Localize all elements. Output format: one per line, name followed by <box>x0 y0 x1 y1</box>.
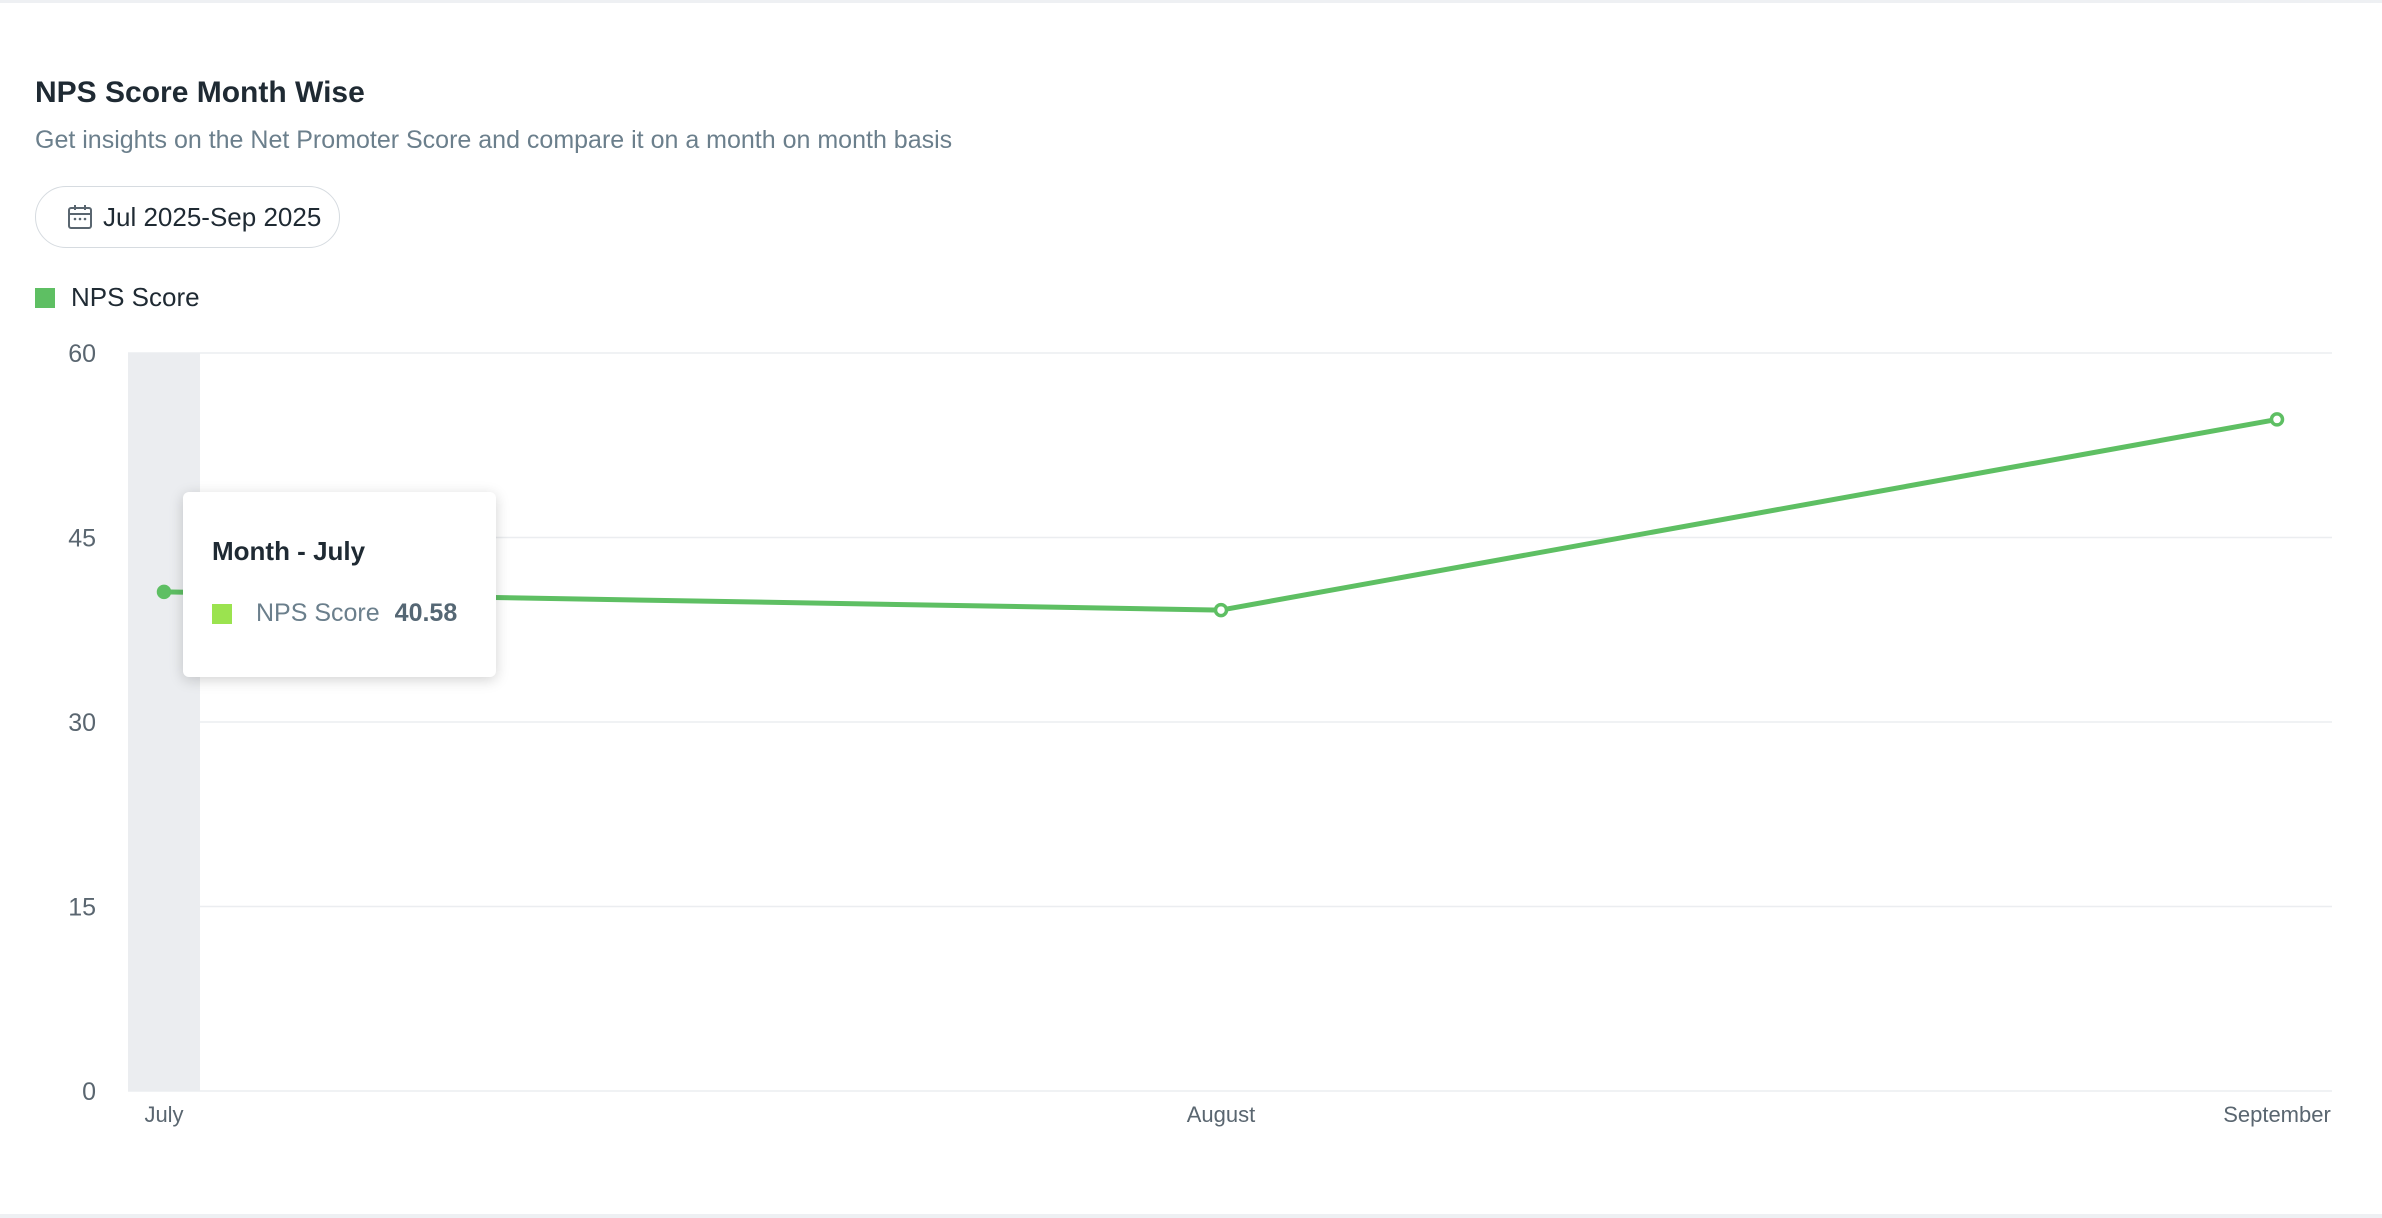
x-tick-label: August <box>1187 1102 1256 1127</box>
y-tick-label: 60 <box>68 340 96 368</box>
chart-tooltip: Month - July NPS Score 40.58 <box>183 492 496 677</box>
chart-subtitle: Get insights on the Net Promoter Score a… <box>35 126 953 154</box>
y-tick-label: 45 <box>68 525 96 553</box>
data-point-september <box>2269 412 2285 427</box>
y-tick-label: 30 <box>68 709 96 737</box>
chart-title: NPS Score Month Wise <box>35 76 365 109</box>
legend-item-nps-score[interactable]: NPS Score <box>35 282 200 313</box>
tooltip-row: NPS Score 40.58 <box>212 599 496 628</box>
tooltip-series-name: NPS Score <box>256 599 380 627</box>
legend-swatch <box>35 287 55 308</box>
x-tick-label: September <box>2223 1102 2331 1127</box>
legend-label: NPS Score <box>71 282 200 312</box>
x-tick-label: July <box>144 1102 183 1127</box>
calendar-icon <box>68 205 92 229</box>
data-point-august <box>1213 602 1229 618</box>
y-tick-label: 0 <box>82 1078 96 1106</box>
date-range-label: Jul 2025-Sep 2025 <box>103 201 322 232</box>
top-border <box>0 0 2382 3</box>
tooltip-title: Month - July <box>212 536 366 566</box>
data-point-july <box>156 584 172 600</box>
bottom-border <box>0 1214 2382 1218</box>
y-tick-label: 15 <box>68 894 96 922</box>
date-range-picker[interactable]: Jul 2025-Sep 2025 <box>35 186 340 248</box>
tooltip-swatch <box>212 603 232 624</box>
tooltip-value: 40.58 <box>394 599 458 627</box>
